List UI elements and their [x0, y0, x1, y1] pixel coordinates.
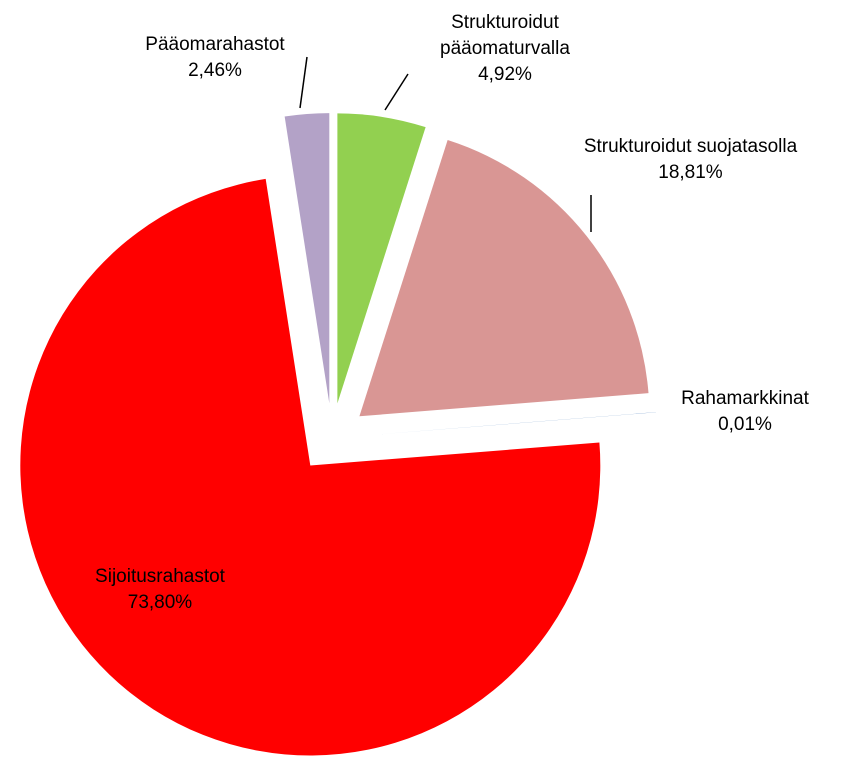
leader-line — [384, 73, 409, 111]
leader-line — [299, 56, 308, 109]
pie-slice — [284, 113, 330, 404]
pie-slice — [359, 139, 649, 417]
category-label: Strukturoidut suojatasolla — [583, 136, 798, 157]
data-label: Sijoitusrahastot 73,80% — [45, 564, 275, 616]
pie-slice — [337, 113, 426, 404]
value-label: 0,01% — [718, 414, 772, 435]
value-label: 18,81% — [658, 162, 723, 183]
category-label: Rahamarkkinat — [681, 388, 809, 409]
data-label: Rahamarkkinat 0,01% — [655, 386, 835, 438]
category-label: Sijoitusrahastot — [95, 566, 225, 587]
pie-slice — [366, 412, 656, 436]
value-label: 4,92% — [478, 64, 532, 85]
category-label: Strukturoidut pääomaturvalla — [440, 12, 570, 59]
data-label: Strukturoidut pääomaturvalla 4,92% — [405, 10, 605, 88]
pie-slice — [20, 178, 601, 756]
value-label: 73,80% — [127, 592, 193, 613]
data-label: Strukturoidut suojatasolla 18,81% — [578, 134, 803, 186]
data-label: Pääomarahastot 2,46% — [105, 32, 325, 84]
category-label: Pääomarahastot — [145, 34, 285, 55]
value-label: 2,46% — [188, 60, 242, 81]
